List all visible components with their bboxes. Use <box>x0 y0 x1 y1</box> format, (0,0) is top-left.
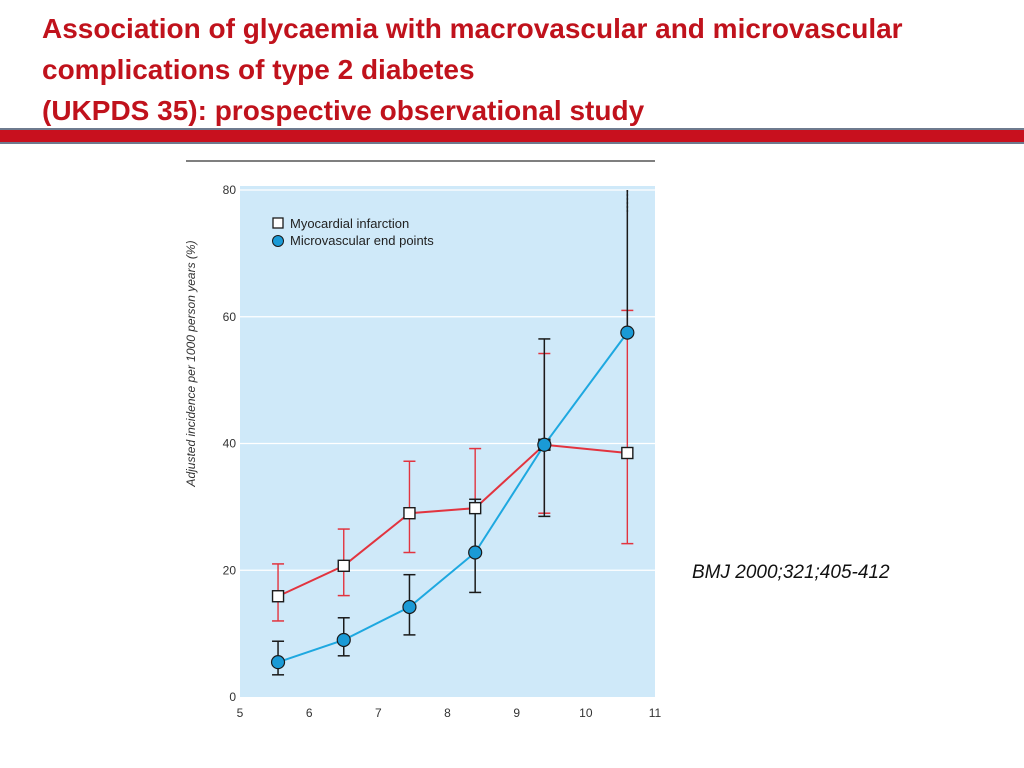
mi-point <box>403 507 416 520</box>
micro-series-line <box>277 331 629 664</box>
y-axis-label: Adjusted incidence per 1000 person years… <box>184 240 198 487</box>
y-tick-label: 20 <box>223 563 237 577</box>
x-tick-label: 6 <box>306 706 313 720</box>
citation: BMJ 2000;321;405-412 <box>692 562 890 583</box>
y-tick-label: 60 <box>223 310 237 324</box>
micro-point <box>402 599 417 615</box>
mi-point <box>621 446 634 460</box>
x-tick-label: 5 <box>237 706 244 720</box>
x-tick-label: 8 <box>444 706 451 720</box>
mi-point <box>271 590 285 603</box>
x-tick-label: 11 <box>649 706 662 720</box>
legend-marker-mi <box>272 217 284 229</box>
mi-series-line <box>277 443 628 598</box>
title-line-2: complications of type 2 diabetes <box>42 54 475 85</box>
slide-title: Association of glycaemia with macrovascu… <box>42 8 1002 131</box>
x-tick-label: 7 <box>375 706 382 720</box>
title-divider-bar <box>0 128 1024 144</box>
micro-point <box>468 545 483 560</box>
legend-label-mi: Myocardial infarction <box>290 216 409 231</box>
y-tick-label: 0 <box>229 690 236 704</box>
mi-point <box>468 501 482 515</box>
micro-point <box>537 437 552 452</box>
x-tick-label: 10 <box>579 706 593 720</box>
micro-point <box>270 655 286 670</box>
x-tick-label: 9 <box>513 706 520 720</box>
micro-point <box>336 632 351 648</box>
y-tick-label: 80 <box>223 183 237 197</box>
title-line-1: Association of glycaemia with macrovascu… <box>42 13 903 44</box>
plot-area <box>240 186 655 697</box>
mi-point <box>337 559 350 573</box>
legend-marker-micro <box>272 235 284 247</box>
micro-point <box>620 325 635 340</box>
y-tick-label: 40 <box>223 437 237 451</box>
title-line-3: (UKPDS 35): prospective observational st… <box>42 95 645 126</box>
legend-label-micro: Microvascular end points <box>290 233 434 248</box>
